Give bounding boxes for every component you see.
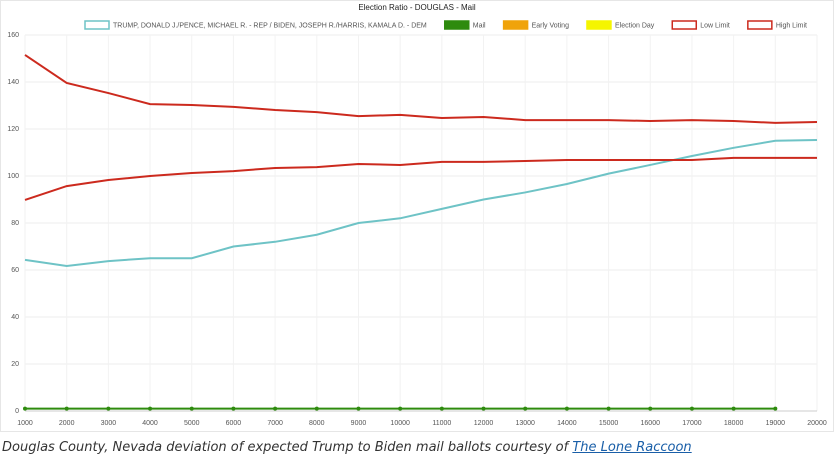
chart-frame	[0, 0, 834, 432]
point	[231, 406, 236, 411]
point	[314, 406, 319, 411]
y-tick-label: 140	[7, 79, 19, 86]
legend-label: TRUMP, DONALD J./PENCE, MICHAEL R. - REP…	[113, 22, 427, 29]
y-tick-label: 160	[7, 32, 19, 39]
x-tick-label: 4000	[142, 420, 158, 427]
x-tick-label: 8000	[309, 420, 325, 427]
point	[773, 406, 778, 411]
legend-label: Early Voting	[532, 22, 569, 29]
caption: Douglas County, Nevada deviation of expe…	[2, 440, 692, 455]
y-tick-label: 20	[11, 361, 19, 368]
x-tick-label: 19000	[766, 420, 786, 427]
legend-swatch	[84, 20, 110, 30]
series-line	[24, 139, 818, 268]
legend-label: High Limit	[776, 22, 807, 29]
x-tick-label: 9000	[351, 420, 367, 427]
point	[523, 406, 528, 411]
series-line	[24, 54, 818, 124]
x-tick-label: 16000	[641, 420, 661, 427]
point	[731, 406, 736, 411]
chart: Election Ratio - DOUGLAS - Mail 0 20 40 60 8…	[0, 0, 834, 432]
x-tick-label: 18000	[724, 420, 744, 427]
x-tick-label: 17000	[682, 420, 702, 427]
point	[398, 406, 403, 411]
x-tick-label: 6000	[226, 420, 242, 427]
chart-title: Election Ratio - DOUGLAS - Mail	[358, 3, 476, 12]
point	[648, 406, 653, 411]
legend-label: Low Limit	[700, 22, 730, 29]
y-tick-label: 100	[7, 173, 19, 180]
y-tick-label: 0	[15, 408, 19, 415]
point	[106, 406, 111, 411]
legend-swatch	[502, 20, 529, 30]
x-tick-label: 10000	[390, 420, 410, 427]
point	[148, 406, 153, 411]
series-line	[24, 156, 817, 201]
legend-swatch	[747, 20, 773, 30]
x-tick-label: 11000	[432, 420, 451, 427]
caption-text: Douglas County, Nevada deviation of expe…	[2, 440, 569, 455]
x-tick-label: 13000	[515, 420, 535, 427]
x-tick-label: 14000	[557, 420, 577, 427]
x-tick-label: 12000	[474, 420, 494, 427]
y-tick-label: 80	[11, 220, 19, 227]
x-tick-label: 5000	[184, 420, 200, 427]
y-tick-label: 40	[11, 314, 19, 321]
caption-link[interactable]: The Lone Raccoon	[572, 440, 692, 455]
x-tick-label: 3000	[101, 420, 117, 427]
legend-swatch	[444, 20, 470, 30]
x-tick-label: 7000	[267, 420, 283, 427]
point	[356, 406, 361, 411]
x-tick-label: 20000	[807, 420, 827, 427]
point	[564, 406, 569, 411]
legend-swatch	[671, 20, 698, 30]
point	[689, 406, 694, 411]
point	[23, 406, 27, 411]
y-tick-label: 60	[11, 267, 19, 274]
point	[189, 406, 194, 411]
legend-swatch	[586, 20, 612, 30]
point	[439, 406, 444, 411]
point	[606, 406, 611, 411]
legend-label: Election Day	[615, 22, 655, 29]
x-tick-label: 2000	[59, 420, 75, 427]
point	[481, 406, 486, 411]
point	[273, 406, 278, 411]
y-tick-label: 120	[7, 126, 19, 133]
x-tick-label: 15000	[599, 420, 619, 427]
legend-label: Mail	[473, 22, 486, 29]
x-tick-label: 1000	[17, 420, 33, 427]
point	[64, 406, 69, 411]
